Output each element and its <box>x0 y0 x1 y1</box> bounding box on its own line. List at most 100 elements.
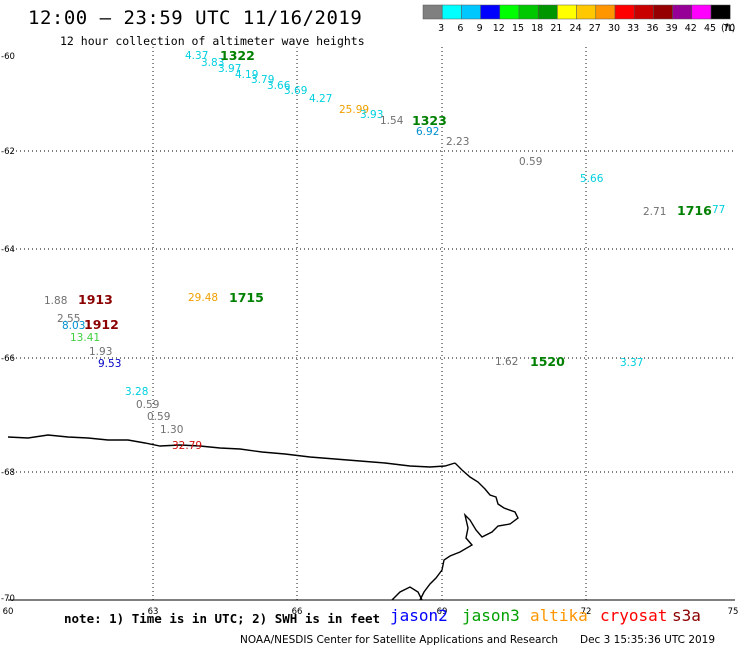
scale-swatch <box>576 4 597 20</box>
scale-tick-label: 39 <box>666 23 678 34</box>
scale-tick-label: 18 <box>531 23 543 34</box>
wave-height-value: 3.37 <box>620 357 643 369</box>
wave-height-value: 2.55 <box>57 313 80 325</box>
wave-height-value: 1.88 <box>44 295 67 307</box>
scale-swatch <box>633 4 654 20</box>
scale-tick-label: 42 <box>685 23 697 34</box>
graticule <box>8 47 735 601</box>
wave-height-value: 77 <box>712 204 725 216</box>
page-title: 12:00 – 23:59 UTC 11/16/2019 <box>28 7 363 29</box>
longitude-label: 63 <box>148 607 159 617</box>
wave-height-value: 4.37 <box>185 50 208 62</box>
color-scale-legend: 3 6 9 12 15 18 21 24 27 30 33 36 39 42 45 70(ft) <box>422 4 735 34</box>
wave-height-value: 2.71 <box>643 206 666 218</box>
scale-swatch <box>672 4 693 20</box>
satellite-pass-times: 1322 1323 1716 1913 1912 1715 1520 <box>78 48 712 369</box>
wave-height-value: 32.79 <box>172 440 202 452</box>
wave-height-value: 25.99 <box>339 104 369 116</box>
latitude-labels: -60 -62 -64 -66 -68 -70 <box>1 52 15 604</box>
wave-height-value: 1.30 <box>160 424 183 436</box>
wave-height-value: 3.66 <box>267 80 291 92</box>
scale-tick-label: 9 <box>477 23 483 34</box>
latitude-label: -70 <box>1 594 15 604</box>
wave-height-value: 9.53 <box>98 358 121 370</box>
scale-swatch <box>441 4 462 20</box>
scale-tick-label: 3 <box>438 23 444 34</box>
scale-swatch <box>461 4 481 20</box>
generated-timestamp: Dec 3 15:35:36 UTC 2019 <box>580 634 716 646</box>
wave-height-value: 0.59 <box>147 411 170 423</box>
scale-swatch <box>557 4 577 20</box>
footer-note: note: 1) Time is in UTC; 2) SWH is in fe… <box>64 611 381 626</box>
wave-height-value: 29.48 <box>188 292 218 304</box>
scale-swatch <box>710 4 731 20</box>
legend-s3a: s3a <box>672 606 701 625</box>
scale-tick-label: 45 <box>704 23 716 34</box>
longitude-label: 72 <box>581 607 592 617</box>
longitude-label: 75 <box>728 607 739 617</box>
scale-swatch <box>480 4 501 20</box>
latitude-label: -60 <box>1 52 15 62</box>
wave-height-value: 8.03 <box>62 320 85 332</box>
wave-height-value: 1.62 <box>495 356 518 368</box>
scale-swatch <box>422 4 443 20</box>
legend-altika: altika <box>530 606 588 625</box>
legend-jason2: jason2 <box>390 606 448 625</box>
wave-height-value: 3.69 <box>284 85 307 97</box>
pass-time-label: 1912 <box>84 317 119 332</box>
wave-height-value: 2.23 <box>446 136 469 148</box>
wave-height-value: 0.59 <box>519 156 542 168</box>
pass-time-label: 1716 <box>677 203 712 218</box>
scale-tick-label: 12 <box>493 23 505 34</box>
legend-jason3: jason3 <box>462 606 520 625</box>
wave-height-value: 6.92 <box>416 126 439 138</box>
page-subtitle: 12 hour collection of altimeter wave hei… <box>60 34 365 48</box>
scale-tick-label: 6 <box>457 23 463 34</box>
latitude-label: -62 <box>1 147 15 157</box>
scale-swatch <box>537 4 558 20</box>
wave-height-values: 4.373.833.974.193.793.663.694.27 25.993.9… <box>44 50 725 452</box>
latitude-label: -64 <box>1 245 15 255</box>
legend-cryosat: cryosat <box>600 606 668 625</box>
latitude-label: -68 <box>1 468 15 478</box>
wave-height-value: 3.97 <box>218 63 241 75</box>
scale-tick-label: 24 <box>570 23 582 34</box>
wave-height-value: 5.66 <box>580 173 604 185</box>
scale-swatch <box>614 4 635 20</box>
scale-tick-label: 30 <box>608 23 620 34</box>
longitude-label: 69 <box>437 607 448 617</box>
scale-unit: (ft) <box>721 23 735 34</box>
longitude-label: 60 <box>3 607 14 617</box>
scale-swatch <box>653 4 673 20</box>
pass-time-label: 1715 <box>229 290 264 305</box>
pass-time-label: 1322 <box>220 48 255 63</box>
latitude-label: -66 <box>1 354 15 364</box>
scale-swatch <box>595 4 616 20</box>
wave-height-value: 0.59 <box>136 399 159 411</box>
longitude-labels: 60 63 66 69 72 75 <box>3 607 739 617</box>
scale-tick-label: 21 <box>550 23 562 34</box>
credit-line: NOAA/NESDIS Center for Satellite Applica… <box>240 634 558 646</box>
scale-swatch <box>691 4 712 20</box>
wave-height-value: 1.93 <box>89 346 112 358</box>
scale-tick-label: 15 <box>512 23 524 34</box>
wave-height-value: 3.79 <box>251 74 274 86</box>
wave-height-value: 3.93 <box>360 109 383 121</box>
pass-time-label: 1913 <box>78 292 113 307</box>
wave-height-value: 4.19 <box>235 69 258 81</box>
longitude-label: 66 <box>292 607 303 617</box>
wave-height-value: 1.54 <box>380 115 404 127</box>
scale-tick-label: 36 <box>646 23 658 34</box>
scale-tick-label: 33 <box>627 23 639 34</box>
wave-height-value: 13.41 <box>70 332 100 344</box>
coastline <box>7 434 519 601</box>
scale-swatch <box>518 4 539 20</box>
pass-time-label: 1323 <box>412 113 447 128</box>
wave-height-value: 4.27 <box>309 93 332 105</box>
scale-tick-label: 27 <box>589 23 601 34</box>
scale-tick-label: 70 <box>723 23 735 34</box>
scale-swatch <box>499 4 520 20</box>
wave-height-value: 3.28 <box>125 386 148 398</box>
